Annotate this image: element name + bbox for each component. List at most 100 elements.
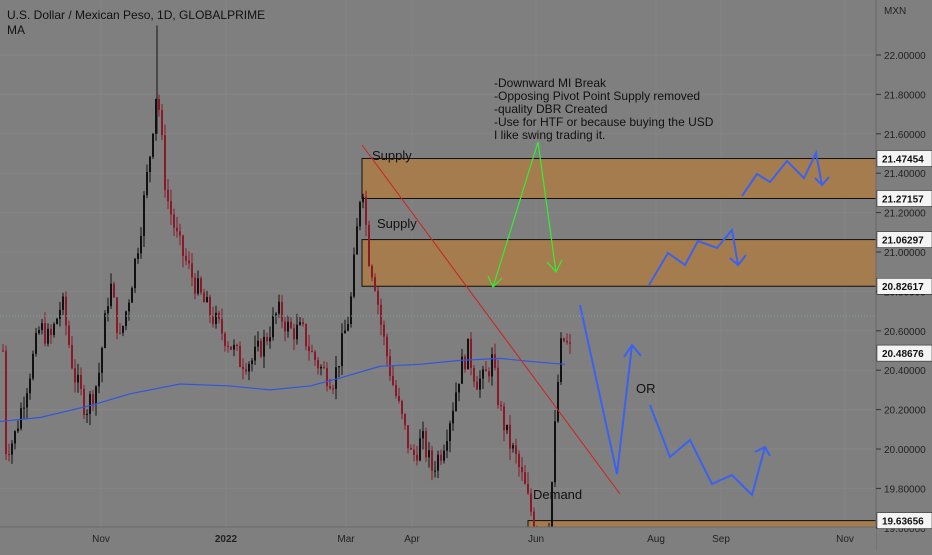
candle-body <box>302 322 304 324</box>
candle-body <box>176 227 178 232</box>
annotation-line-3: -quality DBR Created <box>494 102 607 116</box>
projection-lines <box>579 149 830 497</box>
candle-body <box>14 431 16 444</box>
candle-body <box>59 309 61 319</box>
projection-down <box>579 304 633 475</box>
candle-body <box>281 301 283 322</box>
price-axis[interactable]: MXN <box>875 0 932 550</box>
candle-body <box>371 265 373 278</box>
candle-body <box>338 366 340 368</box>
candle-body <box>275 313 277 316</box>
price-tag-bg-5 <box>876 512 932 529</box>
candle-body <box>317 360 319 369</box>
candle-body <box>26 393 28 408</box>
annotation-line-1: -Downward MI Break <box>494 76 607 90</box>
candle-body <box>167 189 169 202</box>
candle-body <box>473 368 475 382</box>
candle-body <box>431 450 433 471</box>
price-tag-0: 21.47454 <box>882 155 924 166</box>
candle-body <box>437 454 439 471</box>
moving-average-line <box>0 357 566 423</box>
indicator-label[interactable]: MA <box>7 23 25 37</box>
candle-body <box>8 453 10 455</box>
candle-body <box>527 483 529 494</box>
candle-body <box>110 283 112 307</box>
candle-body <box>569 342 571 344</box>
candle-body <box>251 360 253 365</box>
candle-body <box>329 386 331 389</box>
candle-body <box>320 366 322 369</box>
candle-body <box>29 378 31 394</box>
zone-1 <box>361 239 877 287</box>
candle-body <box>146 172 148 196</box>
candle-body <box>95 386 97 405</box>
y-tick-label-7: 20.60000 <box>884 327 926 338</box>
candle-body <box>2 350 4 352</box>
candle-body <box>272 315 274 338</box>
candle-body <box>491 354 493 377</box>
candle-body <box>416 454 418 461</box>
candle-body <box>62 296 64 310</box>
y-tick-label-4: 21.20000 <box>884 209 926 220</box>
projection-mid-arrowhead <box>729 254 747 267</box>
candle-body <box>47 328 49 344</box>
candle-body <box>107 306 109 314</box>
candle-body <box>374 277 376 291</box>
candle-body <box>308 346 310 351</box>
candle-body <box>83 388 85 415</box>
y-tick-label-11: 19.80000 <box>884 484 926 495</box>
projection-mid <box>648 227 739 286</box>
candle-body <box>422 431 424 439</box>
candle-body <box>209 296 211 316</box>
candle-body <box>356 226 358 255</box>
candle-body <box>185 255 187 261</box>
price-tag-bg-4 <box>876 344 932 362</box>
candle-body <box>86 413 88 415</box>
price-tag-1: 21.27157 <box>882 195 924 206</box>
candle-body <box>140 236 142 254</box>
candle-body <box>449 423 451 442</box>
y-tick-label-8: 20.40000 <box>884 366 926 377</box>
candle-body <box>323 366 325 369</box>
candle-body <box>419 438 421 461</box>
candle-body <box>293 328 295 340</box>
candle-body <box>434 470 436 472</box>
candle-body <box>245 369 247 372</box>
candle-body <box>497 367 499 405</box>
candle-body <box>179 231 181 236</box>
candle-body <box>50 328 52 335</box>
candle-body <box>512 445 514 449</box>
annotation-line-4: -Use for HTF or because buying the USD <box>494 115 714 129</box>
candle-body <box>479 378 481 390</box>
candle-body <box>77 374 79 383</box>
or-label: OR <box>636 381 656 396</box>
price-tag-bg-3 <box>876 277 932 295</box>
price-tag-4: 20.48676 <box>882 349 924 360</box>
candle-body <box>377 290 379 305</box>
candle-body <box>287 321 289 332</box>
candle-body <box>353 254 355 297</box>
candle-body <box>413 449 415 455</box>
candle-body <box>404 414 406 426</box>
annotation-line-2: -Opposing Pivot Point Supply removed <box>494 89 700 103</box>
candle-body <box>89 394 91 414</box>
candle-body <box>161 110 163 136</box>
price-tag-bg-1 <box>876 190 932 207</box>
time-axis[interactable] <box>0 526 876 550</box>
candle-body <box>341 333 343 367</box>
candle-body <box>143 195 145 237</box>
candle-body <box>131 288 133 303</box>
candle-body <box>425 431 427 458</box>
candle-body <box>470 338 472 369</box>
candle-body <box>407 425 409 449</box>
candle-body <box>242 366 244 370</box>
candle-body <box>386 336 388 357</box>
candle-body <box>11 443 13 455</box>
y-tick-label-1: 21.80000 <box>884 90 926 101</box>
candle-body <box>56 318 58 324</box>
candle-body <box>53 323 55 335</box>
candle-body <box>137 253 139 259</box>
symbol-title[interactable]: U.S. Dollar / Mexican Peso, 1D, GLOBALPR… <box>7 8 266 22</box>
y-tick-label-3: 21.40000 <box>884 169 926 180</box>
